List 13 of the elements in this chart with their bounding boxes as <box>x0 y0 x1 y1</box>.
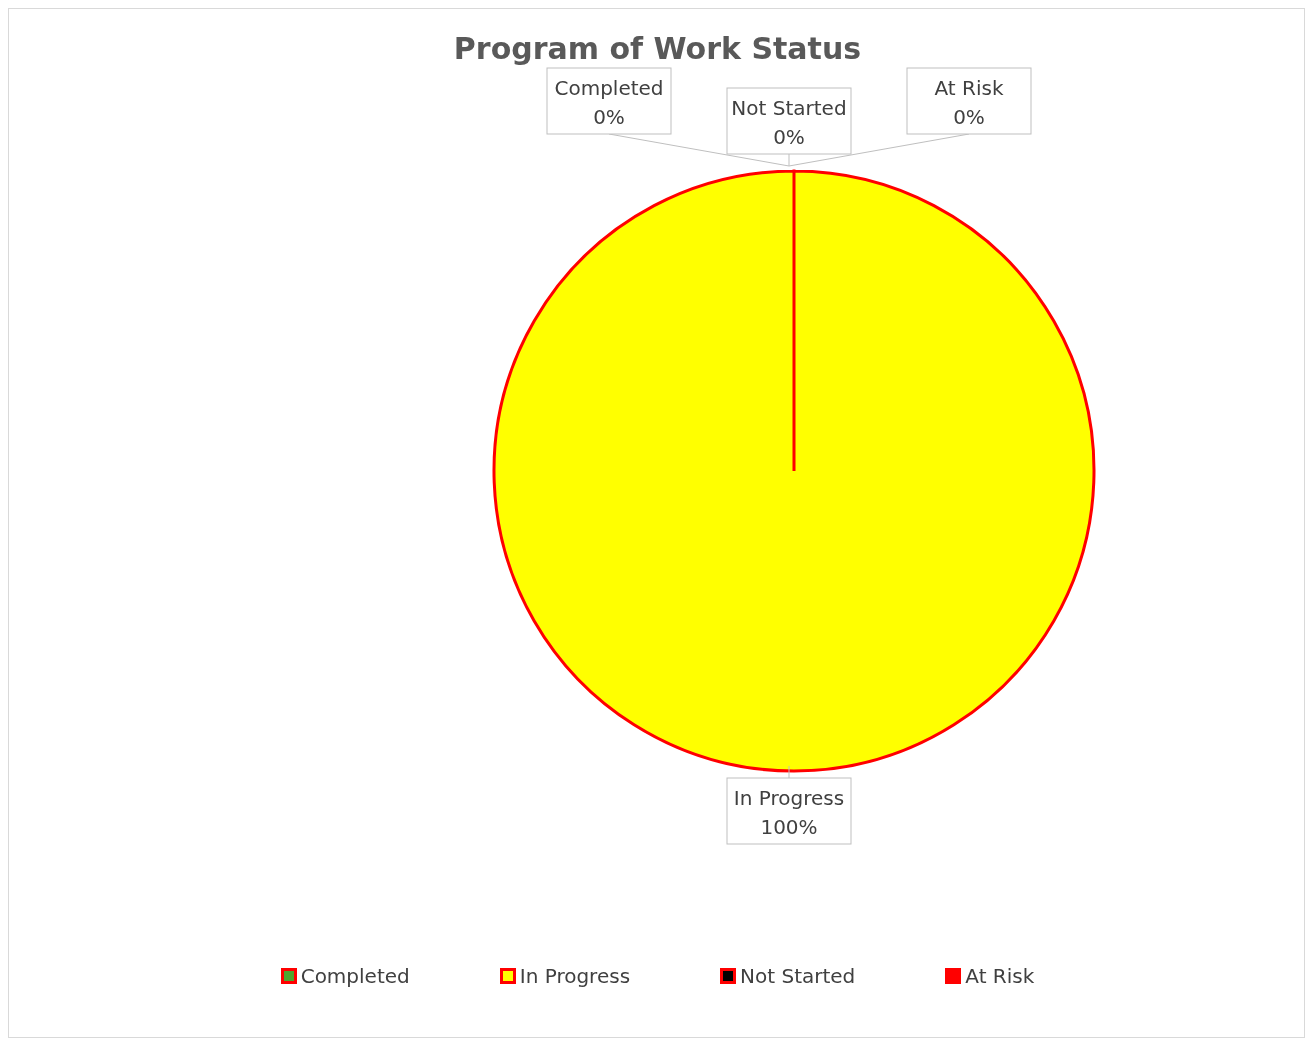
legend-label: In Progress <box>519 964 631 988</box>
text: 0% <box>773 125 805 149</box>
category-label: At Risk <box>934 76 1004 100</box>
legend-label: Not Started <box>740 964 856 988</box>
category-label: Not Started <box>731 96 847 120</box>
slice-label: In Progress <box>733 786 845 810</box>
data-label: 100% <box>760 815 818 839</box>
chart-title: Program of Work Status <box>452 31 863 66</box>
category-label: Completed <box>554 76 664 100</box>
text: 0% <box>593 105 625 129</box>
legend-label: Completed <box>300 964 410 988</box>
text: 0% <box>953 105 985 129</box>
legend-label: At Risk <box>965 964 1035 988</box>
